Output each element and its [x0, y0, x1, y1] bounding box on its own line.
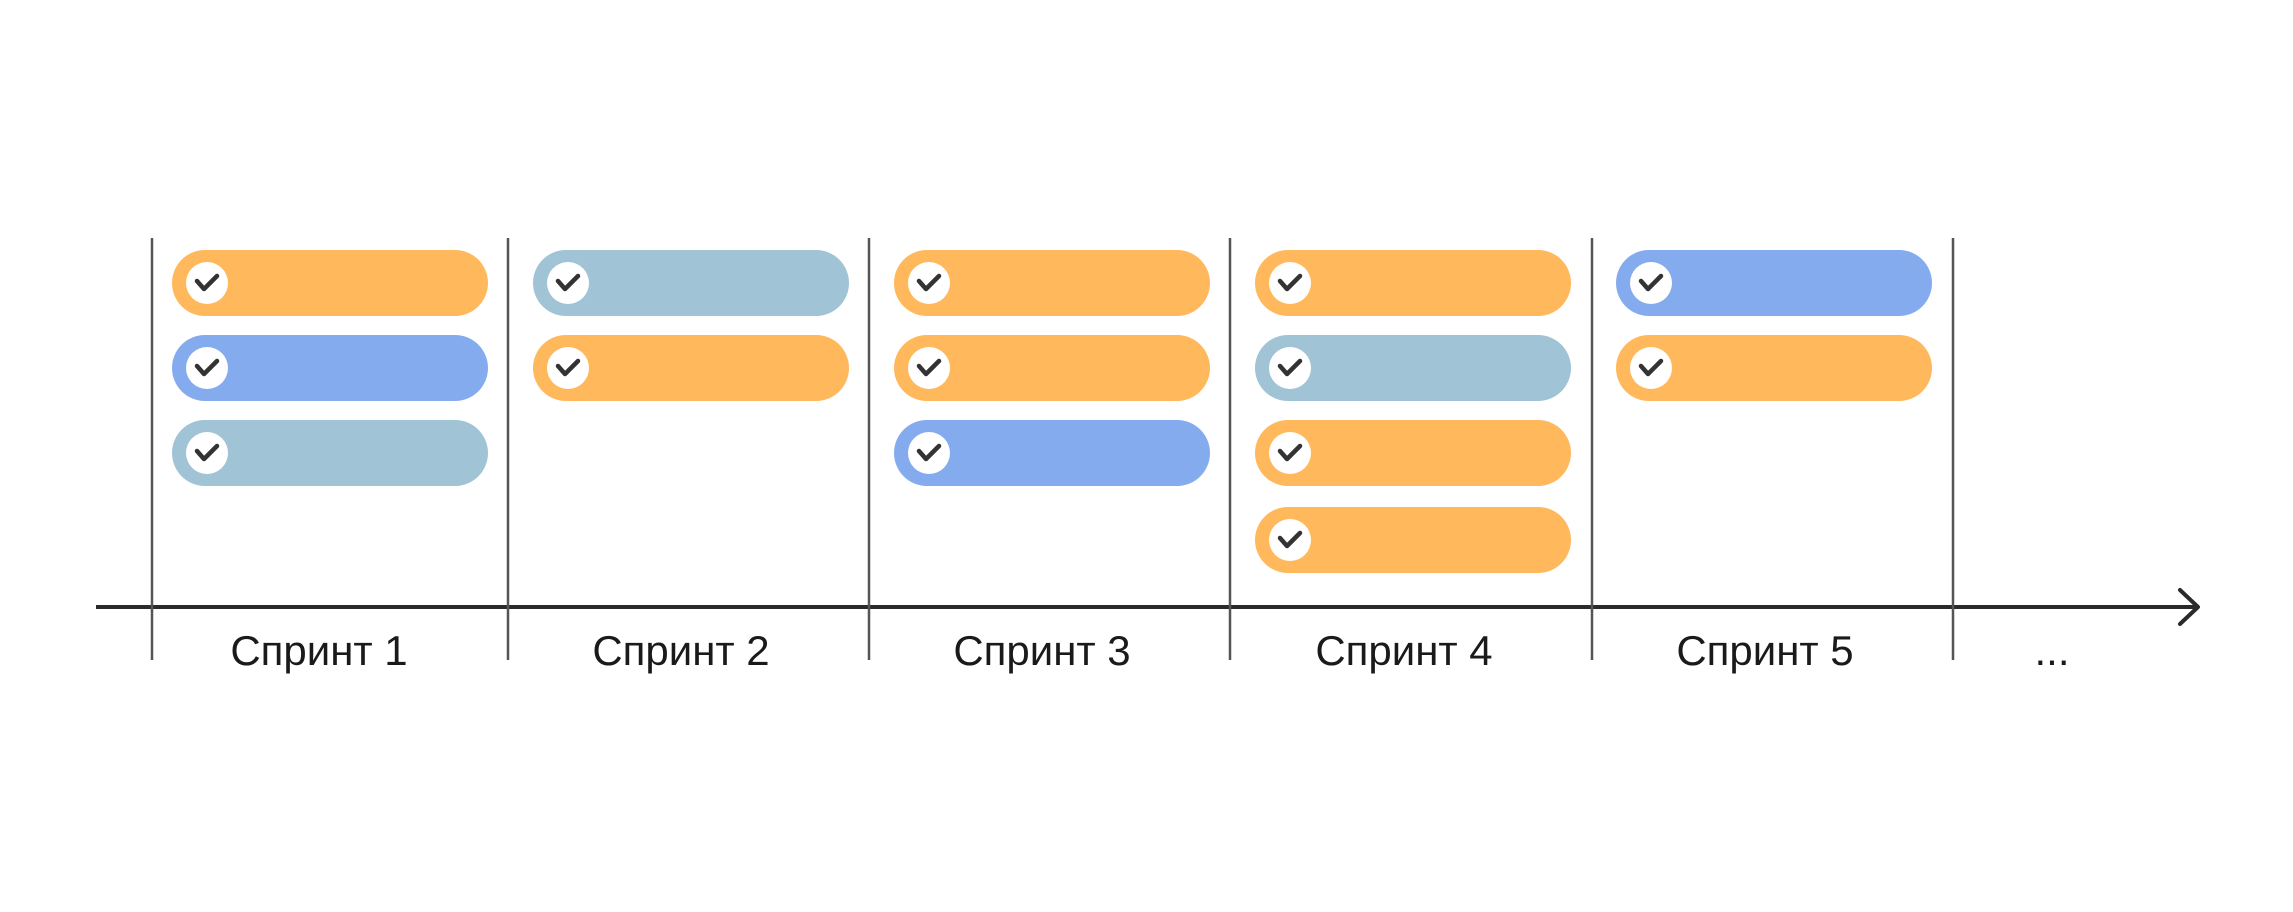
- task-pill-bar: [1255, 507, 1571, 573]
- sprint-labels: Спринт 1 Спринт 2 Спринт 3 Спринт 4 Спри…: [230, 627, 2069, 674]
- check-icon: [1269, 432, 1311, 474]
- task-pill-bar: [1616, 335, 1932, 401]
- task-pill-bar: [1255, 335, 1571, 401]
- task-pill-bar: [533, 250, 849, 316]
- task-pill: [1255, 250, 1571, 316]
- check-icon: [1630, 347, 1672, 389]
- sprint-label-3: Спринт 3: [953, 627, 1130, 674]
- check-icon: [1269, 519, 1311, 561]
- check-icon: [908, 262, 950, 304]
- check-icon: [547, 347, 589, 389]
- check-icon: [186, 347, 228, 389]
- task-pill: [1616, 250, 1932, 316]
- task-pill: [172, 335, 488, 401]
- task-pill: [533, 335, 849, 401]
- check-icon: [547, 262, 589, 304]
- check-icon: [1269, 347, 1311, 389]
- task-pill-bar: [533, 335, 849, 401]
- task-pill: [533, 250, 849, 316]
- sprint-label-5: Спринт 5: [1676, 627, 1853, 674]
- task-pills: [172, 250, 1932, 573]
- task-pill: [894, 250, 1210, 316]
- task-pill-bar: [172, 420, 488, 486]
- check-icon: [908, 432, 950, 474]
- sprint-label-4: Спринт 4: [1315, 627, 1492, 674]
- task-pill-bar: [172, 250, 488, 316]
- check-icon: [186, 262, 228, 304]
- sprint-label-1: Спринт 1: [230, 627, 407, 674]
- task-pill-bar: [894, 335, 1210, 401]
- check-icon: [1630, 262, 1672, 304]
- check-icon: [186, 432, 228, 474]
- arrow-right-icon: [2178, 588, 2200, 626]
- task-pill-bar: [1255, 250, 1571, 316]
- task-pill-bar: [172, 335, 488, 401]
- task-pill: [894, 335, 1210, 401]
- task-pill-bar: [1255, 420, 1571, 486]
- continuation-label: ...: [2034, 627, 2069, 674]
- task-pill: [1616, 335, 1932, 401]
- task-pill-bar: [894, 250, 1210, 316]
- check-icon: [908, 347, 950, 389]
- check-icon: [1269, 262, 1311, 304]
- task-pill: [172, 250, 488, 316]
- task-pill: [894, 420, 1210, 486]
- task-pill-bar: [894, 420, 1210, 486]
- task-pill: [1255, 507, 1571, 573]
- task-pill: [1255, 335, 1571, 401]
- task-pill: [1255, 420, 1571, 486]
- sprint-dividers: [150, 238, 1955, 660]
- sprint-label-2: Спринт 2: [592, 627, 769, 674]
- task-pill-bar: [1616, 250, 1932, 316]
- task-pill: [172, 420, 488, 486]
